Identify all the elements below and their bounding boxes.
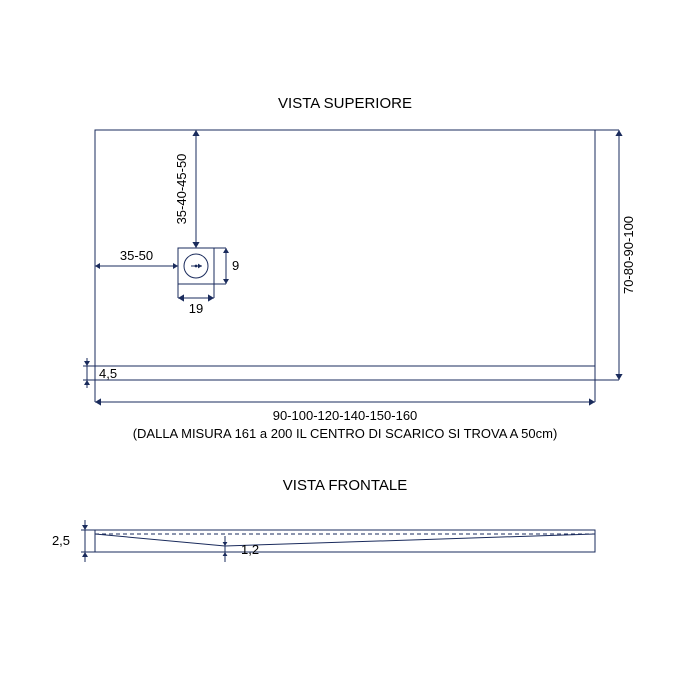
- dim-drain-left: 35-50: [120, 248, 153, 263]
- dim-front-total: 2,5: [52, 533, 70, 548]
- topview-outline: [95, 130, 595, 380]
- dim-front-inner: 1,2: [241, 542, 259, 557]
- dim-drain-h: 9: [232, 258, 239, 273]
- svg-text:90-100-120-140-150-160: 90-100-120-140-150-160: [273, 408, 418, 423]
- svg-text:19: 19: [189, 301, 203, 316]
- dim-drain-top: 35-40-45-50: [174, 154, 189, 225]
- dim-width-note: (DALLA MISURA 161 a 200 IL CENTRO DI SCA…: [133, 426, 558, 441]
- title-top: VISTA SUPERIORE: [278, 95, 412, 112]
- title-front: VISTA FRONTALE: [283, 477, 407, 494]
- dim-ledge: 4,5: [99, 366, 117, 381]
- dim-height: 70-80-90-100: [621, 216, 636, 294]
